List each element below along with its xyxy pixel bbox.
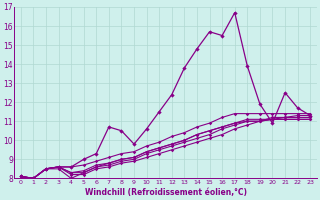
X-axis label: Windchill (Refroidissement éolien,°C): Windchill (Refroidissement éolien,°C)	[84, 188, 246, 197]
